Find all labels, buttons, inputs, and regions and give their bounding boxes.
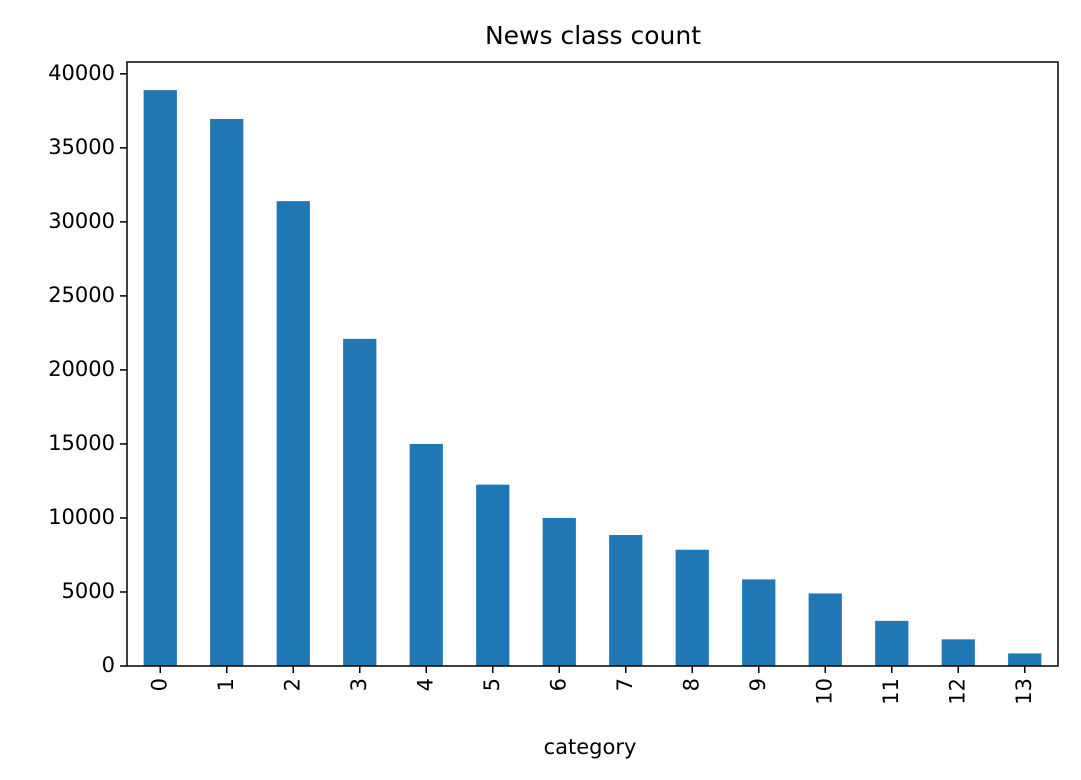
y-tick-label: 30000 — [48, 209, 115, 233]
x-tick-label: 4 — [413, 678, 437, 691]
bar-5 — [476, 484, 510, 666]
bar-4 — [409, 443, 443, 666]
bar-3 — [343, 338, 377, 666]
bar-12 — [941, 639, 975, 666]
y-tick-label: 5000 — [62, 579, 115, 603]
x-tick-label: 9 — [746, 678, 770, 691]
x-axis-label: category — [544, 735, 637, 759]
x-tick-label: 13 — [1012, 678, 1036, 705]
plot-frame — [126, 61, 1059, 667]
bars-group — [143, 90, 1042, 667]
bar-0 — [143, 90, 177, 667]
bar-13 — [1008, 653, 1042, 666]
x-tick-label: 11 — [879, 678, 903, 705]
x-tick-label: 6 — [546, 678, 570, 691]
x-tick-label: 2 — [280, 678, 304, 691]
x-tick-label: 8 — [679, 678, 703, 691]
y-axis: 0 5000 10000 15000 20000 25000 30000 35000 40000 — [48, 61, 127, 677]
bar-11 — [875, 620, 909, 666]
bar-7 — [609, 534, 643, 666]
bar-6 — [542, 517, 576, 666]
x-tick-label: 0 — [147, 678, 171, 691]
y-tick-label: 10000 — [48, 505, 115, 529]
x-tick-label: 10 — [812, 678, 836, 705]
y-tick-label: 0 — [102, 653, 115, 677]
y-tick-label: 35000 — [48, 135, 115, 159]
y-tick-label: 40000 — [48, 61, 115, 85]
chart-title: News class count — [485, 21, 701, 50]
bar-2 — [276, 201, 310, 666]
bar-10 — [808, 593, 842, 666]
x-tick-label: 1 — [214, 678, 238, 691]
bar-9 — [742, 579, 776, 666]
x-tick-label: 12 — [945, 678, 969, 705]
y-tick-label: 15000 — [48, 431, 115, 455]
bar-1 — [210, 118, 244, 666]
x-tick-label: 7 — [613, 678, 637, 691]
y-tick-label: 20000 — [48, 357, 115, 381]
x-tick-label: 3 — [347, 678, 371, 691]
x-tick-label: 5 — [480, 678, 504, 691]
x-axis: 0 1 2 3 4 5 6 7 8 9 10 11 12 13 — [147, 666, 1036, 705]
y-tick-label: 25000 — [48, 283, 115, 307]
bar-8 — [675, 549, 709, 666]
